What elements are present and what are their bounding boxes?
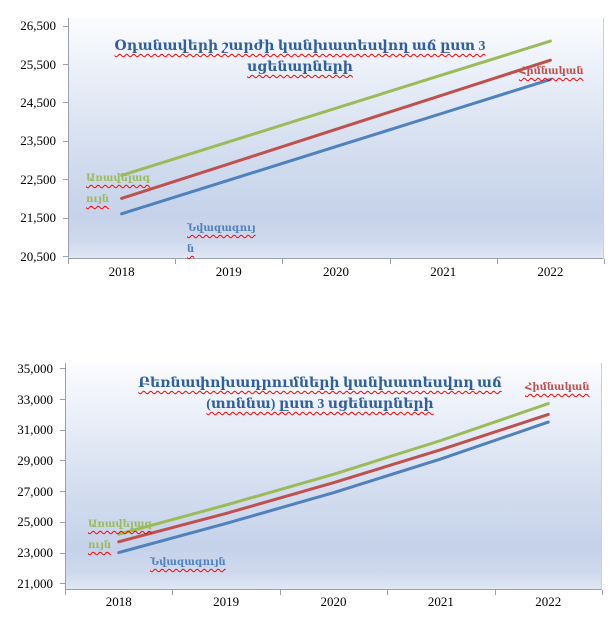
series-label-line: Առավելագ <box>88 519 153 530</box>
series-label-Նվազագույն: Նվազագույ ն <box>187 218 256 260</box>
y-tick-label: 26,500 <box>20 18 56 34</box>
y-tick-label: 27,000 <box>17 483 53 499</box>
y-axis-tick <box>60 429 65 431</box>
series-label-Նվազագույն: Նվազագույն <box>150 552 226 573</box>
series-label-line: Նվազագույն <box>150 557 226 568</box>
chart-title-line: Բեռնափոխադրումների կանխատեսվող աճ <box>138 376 502 391</box>
chart-title-line: սցենարների <box>247 60 353 75</box>
series-label-Առավելագույն: Առավելագ ույն <box>88 514 152 556</box>
x-tick-label: 2020 <box>320 594 347 609</box>
x-tick-label: 2018 <box>108 264 135 279</box>
x-axis-tick <box>279 590 281 595</box>
y-axis-tick <box>63 217 68 219</box>
y-tick-label: 29,000 <box>17 452 53 468</box>
y-axis-tick <box>60 368 65 370</box>
y-tick-label: 25,000 <box>17 514 53 530</box>
y-tick-label: 21,000 <box>17 575 53 591</box>
x-axis-tick <box>496 259 498 264</box>
y-axis-tick <box>63 64 68 66</box>
y-axis-tick <box>60 460 65 462</box>
x-tick-label: 2019 <box>215 264 242 279</box>
y-tick-label: 31,000 <box>17 422 53 438</box>
series-label-Հիմնական: Հիմնական <box>525 377 590 398</box>
y-tick-label: 23,000 <box>17 545 53 561</box>
y-tick-label: 33,000 <box>17 391 53 407</box>
series-label-line: ն <box>187 244 195 255</box>
y-tick-label: 23,500 <box>20 133 56 149</box>
x-tick-label: 2019 <box>213 594 240 609</box>
chart-title-line: (տոննա) ըստ 3 սցենարների <box>206 397 434 412</box>
series-label-line: Հիմնական <box>519 66 584 77</box>
y-axis-tick <box>63 140 68 142</box>
x-axis-tick <box>68 259 69 264</box>
x-axis-tick <box>175 259 177 264</box>
series-label-line: ույն <box>88 540 112 551</box>
series-label-Հիմնական: Հիմնական <box>519 61 584 82</box>
y-axis-tick <box>60 521 65 523</box>
x-axis-tick <box>387 590 389 595</box>
y-axis-tick <box>60 583 65 585</box>
y-tick-label: 22,500 <box>20 171 56 187</box>
chart-title-freight-tons: Բեռնափոխադրումների կանխատեսվող աճ (տոննա… <box>110 373 530 415</box>
y-tick-label: 20,500 <box>20 248 56 264</box>
y-axis-tick <box>63 102 68 104</box>
x-tick-label: 2022 <box>535 594 562 609</box>
x-tick-label: 2021 <box>430 264 457 279</box>
x-axis-tick <box>602 590 603 595</box>
series-label-line: Առավելագ <box>86 173 151 184</box>
x-tick-label: 2021 <box>427 594 454 609</box>
chart-title-line: Օդանավերի շարժի կանխատեսվող աճ ըստ 3 <box>114 39 486 54</box>
y-axis-tick <box>60 399 65 400</box>
x-axis-tick <box>494 590 496 595</box>
y-axis-tick <box>63 256 68 257</box>
x-tick-label: 2022 <box>537 264 564 279</box>
y-axis-tick <box>63 179 68 181</box>
x-axis-tick <box>604 259 605 264</box>
chart-title-aircraft-movements: Օդանավերի շարժի կանխատեսվող աճ ըստ 3 սցե… <box>90 36 510 78</box>
x-axis-tick <box>282 259 284 264</box>
y-axis-tick <box>60 491 65 493</box>
x-axis-tick <box>172 590 174 595</box>
x-tick-label: 2018 <box>105 594 132 609</box>
y-axis-tick <box>60 552 65 554</box>
x-axis-tick <box>65 590 66 595</box>
y-axis-tick <box>63 25 68 27</box>
x-axis-tick <box>389 259 391 264</box>
y-tick-label: 24,500 <box>20 94 56 110</box>
x-tick-label: 2020 <box>323 264 349 279</box>
series-label-line: ույն <box>86 194 110 205</box>
series-label-Առավելագույն: Առավելագ ույն <box>86 168 150 210</box>
series-label-line: Նվազագույ <box>187 223 256 234</box>
y-tick-label: 25,500 <box>20 56 56 72</box>
y-tick-label: 35,000 <box>17 360 53 376</box>
y-tick-label: 21,500 <box>20 210 56 226</box>
series-label-line: Հիմնական <box>525 382 590 393</box>
